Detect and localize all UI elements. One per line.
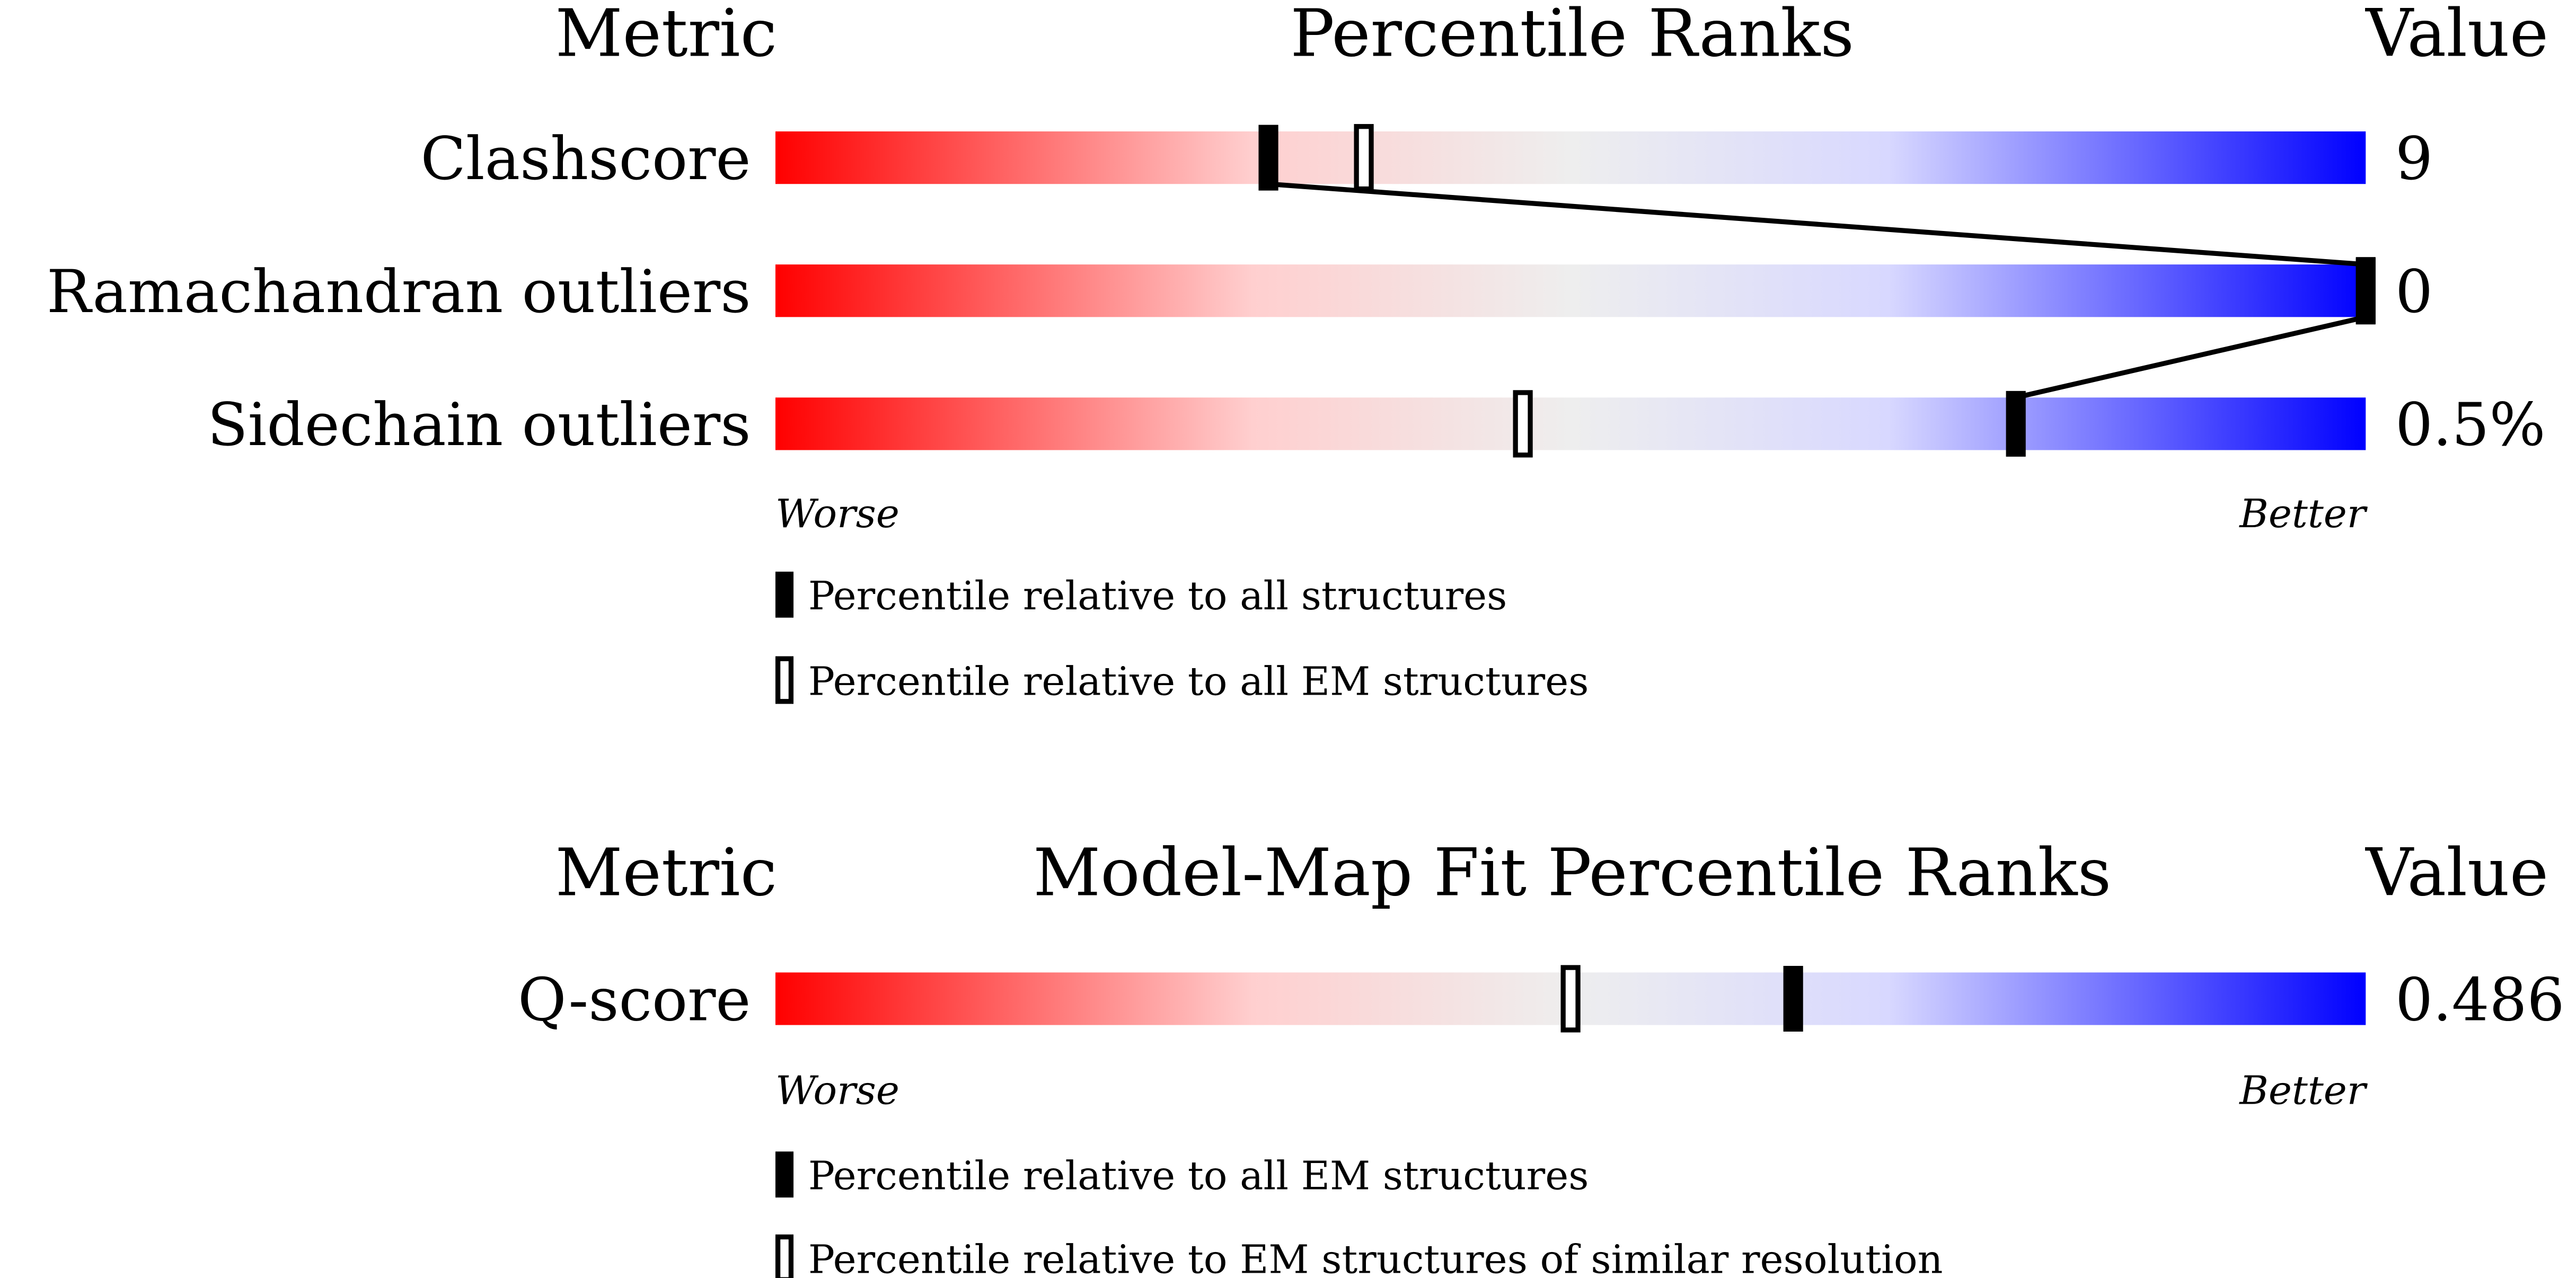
legend-filled-marker: [775, 1151, 794, 1198]
percentile-bar: [775, 131, 2366, 184]
percentile-bar: [775, 264, 2366, 317]
metric-header: Metric: [555, 0, 777, 72]
better-label: Better: [2238, 491, 2368, 537]
legend-open-text: Percentile relative to all EM structures: [808, 658, 1589, 704]
legend-open-text: Percentile relative to EM structures of …: [808, 1237, 1943, 1278]
legend-filled-text: Percentile relative to all structures: [808, 573, 1507, 619]
connector: [2015, 314, 2367, 400]
legend-open-marker: [775, 1234, 794, 1278]
better-label: Better: [2238, 1067, 2368, 1113]
panel-title: Model-Map Fit Percentile Ranks: [1033, 835, 2111, 911]
worse-label: Worse: [775, 1067, 899, 1113]
metric-value: 9: [2395, 125, 2433, 193]
legend-filled-marker: [775, 571, 794, 618]
open-marker: [1513, 390, 1533, 458]
metric-label: Sidechain outliers: [207, 390, 751, 459]
filled-marker: [2006, 390, 2026, 457]
legend-open-marker: [775, 656, 794, 704]
filled-marker: [1258, 125, 1278, 191]
open-marker: [1354, 124, 1374, 192]
worse-label: Worse: [775, 491, 899, 537]
metric-label: Clashscore: [421, 125, 751, 193]
metric-value: 0.486: [2395, 965, 2564, 1034]
value-header: Value: [2365, 835, 2548, 911]
metric-value: 0: [2395, 258, 2433, 326]
metric-header: Metric: [555, 835, 777, 911]
metric-label: Ramachandran outliers: [47, 258, 751, 326]
filled-marker: [1783, 965, 1803, 1032]
metric-value: 0.5%: [2395, 390, 2545, 459]
value-header: Value: [2365, 0, 2548, 72]
open-marker: [1560, 965, 1581, 1033]
panel-title: Percentile Ranks: [1290, 0, 1854, 72]
metric-label: Q-score: [518, 965, 751, 1034]
percentile-bar: [775, 397, 2366, 450]
legend-filled-text: Percentile relative to all EM structures: [808, 1153, 1589, 1199]
connector: [1268, 181, 2366, 267]
filled-marker: [2356, 258, 2376, 324]
